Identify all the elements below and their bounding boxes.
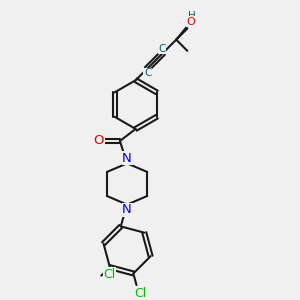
Text: C: C	[144, 68, 152, 78]
Text: H: H	[188, 11, 196, 21]
Text: O: O	[186, 16, 195, 27]
Text: Cl: Cl	[103, 268, 116, 281]
Text: Cl: Cl	[134, 286, 146, 300]
Text: C: C	[158, 44, 166, 54]
Text: N: N	[122, 152, 132, 165]
Text: N: N	[122, 203, 132, 216]
Text: O: O	[93, 134, 104, 148]
